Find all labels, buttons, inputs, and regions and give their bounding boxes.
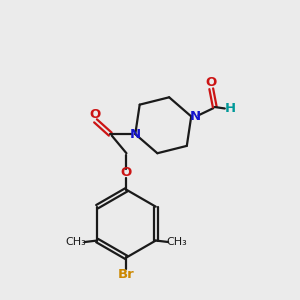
Text: N: N (130, 128, 141, 141)
Text: Br: Br (118, 268, 135, 281)
Text: O: O (89, 109, 100, 122)
Text: H: H (224, 102, 236, 115)
Text: O: O (206, 76, 217, 89)
Text: O: O (121, 166, 132, 178)
Text: CH₃: CH₃ (167, 237, 187, 247)
Text: CH₃: CH₃ (65, 237, 86, 247)
Text: N: N (190, 110, 201, 123)
